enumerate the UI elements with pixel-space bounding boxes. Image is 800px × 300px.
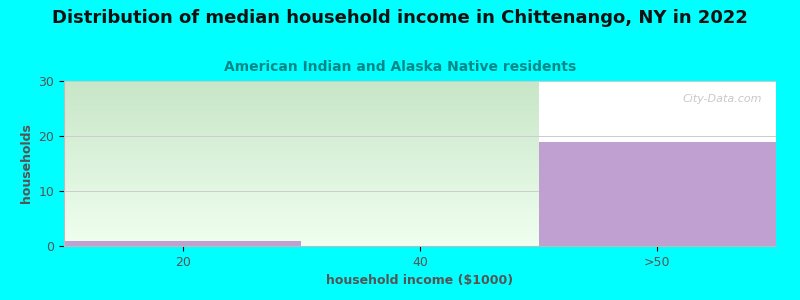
Bar — [64, 241, 302, 246]
X-axis label: household income ($1000): household income ($1000) — [326, 274, 514, 287]
Text: Distribution of median household income in Chittenango, NY in 2022: Distribution of median household income … — [52, 9, 748, 27]
Text: City-Data.com: City-Data.com — [682, 94, 762, 104]
Y-axis label: households: households — [20, 124, 33, 203]
Bar — [538, 142, 776, 246]
Text: American Indian and Alaska Native residents: American Indian and Alaska Native reside… — [224, 60, 576, 74]
